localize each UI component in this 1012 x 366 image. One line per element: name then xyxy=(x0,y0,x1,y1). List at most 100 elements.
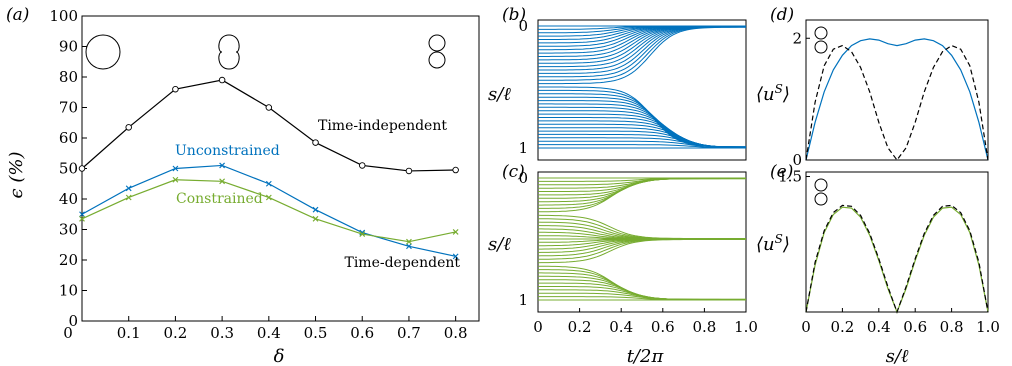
panel-a-ytick-label: 10 xyxy=(59,282,78,300)
panel-d-label: (d) xyxy=(770,5,794,25)
panel-a-frame xyxy=(81,15,480,322)
panel-e-inset-bottom xyxy=(814,192,828,206)
series-line-1 xyxy=(81,164,456,257)
profile-line-1 xyxy=(805,44,989,162)
marker-stroke xyxy=(406,238,412,245)
panel-d-ticks: 02 xyxy=(792,29,810,169)
marker-stroke xyxy=(452,229,459,235)
xtick-label: 1.0 xyxy=(734,318,758,336)
data-point xyxy=(406,238,412,245)
ytick-label: 2 xyxy=(792,29,802,47)
streamline xyxy=(538,178,746,209)
marker-stroke xyxy=(79,215,85,222)
marker-stroke xyxy=(359,229,366,236)
data-point xyxy=(312,215,319,222)
panel-a-ytick-label: 80 xyxy=(59,68,78,86)
data-point xyxy=(125,124,132,131)
data-point xyxy=(359,231,366,237)
data-point xyxy=(358,162,366,169)
xtick-label: 0.4 xyxy=(609,318,633,336)
data-point xyxy=(125,185,132,192)
xtick-label: 0.6 xyxy=(651,318,675,336)
annotation-time-independent: Time-independent xyxy=(318,118,447,134)
panel-e-label: (e) xyxy=(770,162,793,182)
annotation-time-dependent: Time-dependent xyxy=(344,255,460,271)
streamline xyxy=(538,269,746,300)
marker-stroke xyxy=(219,162,226,169)
panel-c-ylabel: s/ℓ xyxy=(488,234,511,255)
data-point xyxy=(79,215,85,222)
streamline xyxy=(538,26,746,85)
data-point xyxy=(312,139,319,146)
marker-stroke xyxy=(125,194,132,201)
panel-a-ytick-label: 30 xyxy=(59,221,78,239)
panel-a-ytick-label: 0 xyxy=(68,312,78,330)
data-point xyxy=(312,206,319,213)
panel-a-xtick-label: 0.6 xyxy=(350,324,374,342)
xtick-label: 0.2 xyxy=(568,318,592,336)
panel-a-lines xyxy=(78,76,459,260)
streamline xyxy=(538,117,746,148)
inset-circle-shape xyxy=(85,34,121,70)
panel-e-lines xyxy=(805,204,989,314)
streamline xyxy=(538,144,746,149)
data-point xyxy=(172,85,179,93)
panel-a-label: (a) xyxy=(6,5,29,25)
data-point xyxy=(219,162,226,169)
panel-e-ticks: 1.5 0 0.2 0.4 0.6 0.8 1.0 xyxy=(778,168,1000,336)
panel-d-inset-top xyxy=(814,26,828,40)
panel-a-ytick-label: 70 xyxy=(59,99,78,117)
streamline xyxy=(538,178,746,213)
panel-a-xlabel: δ xyxy=(274,346,285,366)
xtick-label: 0 xyxy=(533,318,543,336)
panel-c-streamlines xyxy=(537,177,746,301)
panel-a-ytick-label: 20 xyxy=(59,251,78,269)
panel-e-ylabel: ⟨uS⟩ xyxy=(756,232,790,255)
marker-stroke xyxy=(406,243,412,250)
panel-e-frame xyxy=(805,171,989,313)
data-point xyxy=(265,104,273,111)
panel-a-ticks: 0 10 20 30 40 50 60 70 80 90 100 0 0.1 0.2 0.3 0.4 0.5 0.… xyxy=(49,7,467,342)
data-point xyxy=(452,229,459,235)
panel-a-xtick-label: 0.2 xyxy=(163,324,187,342)
data-point xyxy=(452,166,459,174)
data-point xyxy=(79,211,85,218)
marker-stroke xyxy=(125,185,132,192)
inset-double-circle-bottom xyxy=(428,51,446,69)
data-point xyxy=(218,76,226,84)
panel-a-ytick-label: 60 xyxy=(59,129,78,147)
xtick-label: 0.8 xyxy=(940,318,964,336)
panel-e-xlabel: s/ℓ xyxy=(886,346,909,366)
data-point xyxy=(406,243,412,250)
panel-a-xtick-label: 0.5 xyxy=(304,324,328,342)
streamline xyxy=(537,239,746,264)
panel-a-ytick-label: 100 xyxy=(49,7,78,25)
marker-stroke xyxy=(265,180,272,187)
streamline xyxy=(538,26,746,57)
panel-e: (e) ⟨uS⟩ s/ℓ 1.5 0 0.2 0.4 0.6 0.8 1.0 xyxy=(756,162,1000,366)
marker-stroke xyxy=(219,178,226,185)
panel-a-ytick-label: 50 xyxy=(59,160,78,178)
panel-d-lines xyxy=(805,38,989,162)
streamline xyxy=(538,26,746,81)
data-point xyxy=(172,165,179,172)
profile-line-0 xyxy=(805,206,989,314)
marker-stroke xyxy=(359,231,366,237)
panel-a-xtick-label: 0.3 xyxy=(210,324,234,342)
ytick-label: 0 xyxy=(792,151,802,169)
panel-b-ylabel: s/ℓ xyxy=(488,84,511,105)
panel-a-xtick-label: 0.1 xyxy=(117,324,141,342)
inset-double-circle-top xyxy=(428,34,446,52)
profile-line-1 xyxy=(805,204,989,314)
ytick-label: 1 xyxy=(518,139,528,157)
panel-d-ylabel: ⟨uS⟩ xyxy=(756,82,790,105)
annotation-unconstrained: Unconstrained xyxy=(175,143,280,159)
ytick-label: 0 xyxy=(518,17,528,35)
panel-a-xtick-label: 0.8 xyxy=(444,324,468,342)
panel-a-xtick-label: 0.4 xyxy=(257,324,281,342)
series-line-2 xyxy=(81,179,456,243)
xtick-label: 0.4 xyxy=(867,318,891,336)
ytick-label: 1 xyxy=(518,291,528,309)
panel-c-ticks: 010 0.2 0.4 0.6 0.8 1.0 xyxy=(518,169,757,336)
